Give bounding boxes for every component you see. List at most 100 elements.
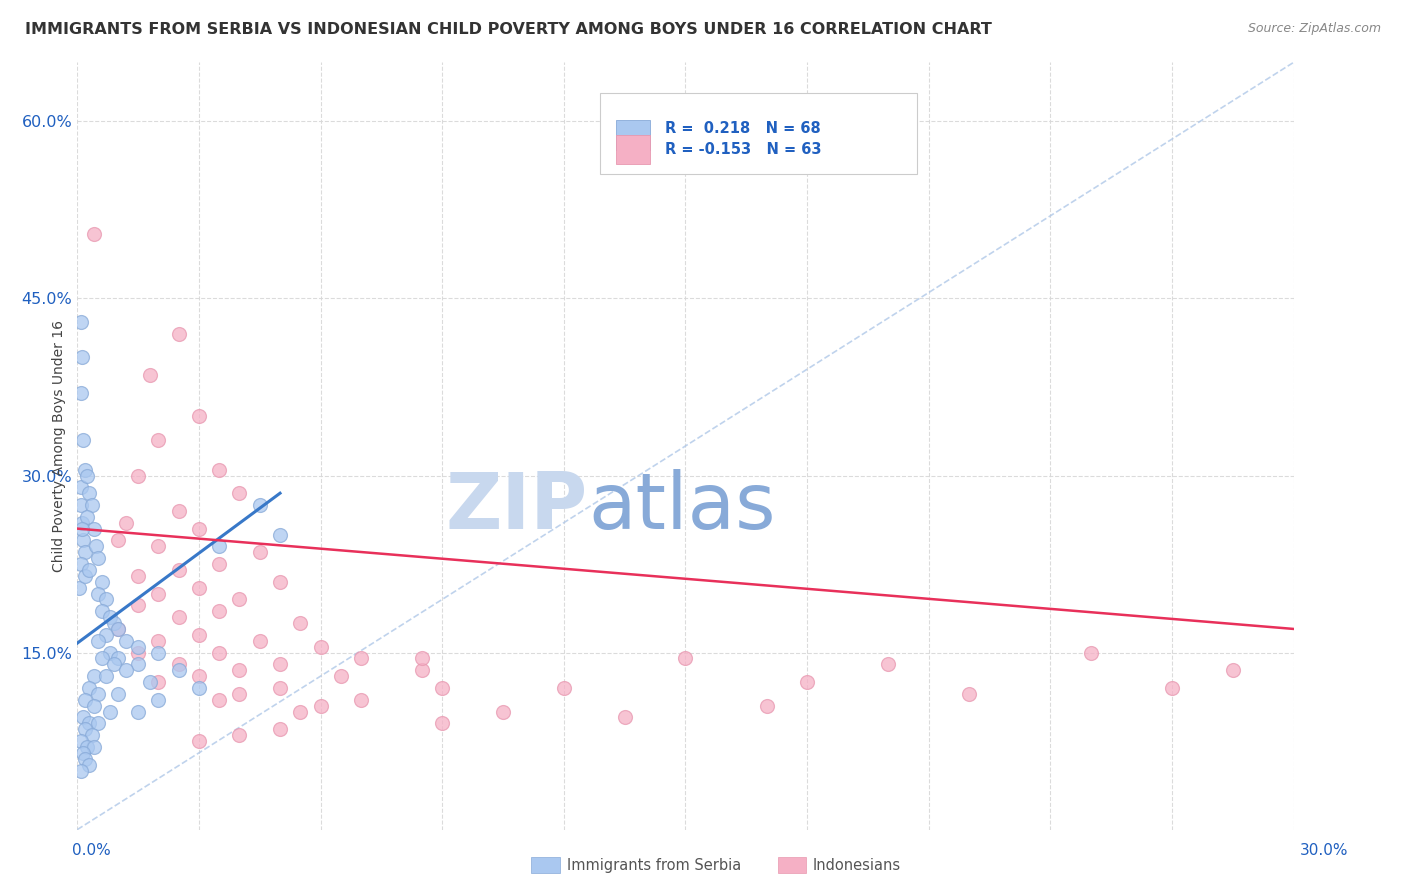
Point [208,557,231,571]
Bar [616,135,650,164]
Point [208,646,231,660]
Point [553,681,575,695]
Point [90,574,112,589]
Text: IMMIGRANTS FROM SERBIA VS INDONESIAN CHILD POVERTY AMONG BOYS UNDER 16 CORRELATI: IMMIGRANTS FROM SERBIA VS INDONESIAN CHI… [25,22,993,37]
Point [148,633,170,648]
Point [208,604,231,618]
Point [350,651,373,665]
Point [94,669,117,683]
Point [86,586,108,600]
Point [115,663,138,677]
Point [167,504,190,518]
Point [76,468,98,483]
Point [73,462,96,476]
Point [75,545,97,559]
Text: Immigrants from Serbia: Immigrants from Serbia [567,858,741,872]
Point [269,574,291,589]
Point [127,640,149,654]
Point [70,351,93,365]
Point [86,687,108,701]
Point [75,723,97,737]
Point [70,522,93,536]
Point [79,563,101,577]
Point [350,692,373,706]
Point [167,663,190,677]
Point [290,705,312,719]
Point [188,669,211,683]
Text: atlas: atlas [588,469,776,545]
Point [107,533,129,548]
Point [139,368,162,383]
Point [84,539,107,553]
Point [98,610,121,624]
Point [72,710,94,724]
Point [309,698,332,713]
Point [269,657,291,672]
Point [80,728,103,742]
Point [86,716,108,731]
Point [1161,681,1184,695]
Point [83,739,105,754]
Point [249,498,271,512]
Point [72,746,94,760]
Point [75,752,97,766]
Text: Indonesians: Indonesians [813,858,901,872]
Point [127,468,149,483]
Text: R =  0.218   N = 68: R = 0.218 N = 68 [665,121,821,136]
Point [1080,646,1102,660]
Point [86,551,108,566]
Point [69,385,91,400]
Point [83,227,105,241]
Point [188,581,211,595]
Point [94,592,117,607]
Point [269,681,291,695]
Point [208,692,231,706]
Point [69,498,91,512]
Point [228,663,250,677]
Point [290,615,312,630]
Point [228,687,250,701]
Point [127,569,149,583]
Point [675,651,697,665]
Point [188,522,211,536]
Point [67,581,90,595]
Point [1222,663,1244,677]
Point [957,687,980,701]
Point [90,604,112,618]
Text: R = -0.153   N = 63: R = -0.153 N = 63 [665,142,821,157]
Point [115,516,138,530]
Point [430,716,453,731]
Point [79,681,101,695]
Point [70,734,93,748]
Point [208,462,231,476]
Point [90,651,112,665]
Point [107,622,129,636]
Point [188,409,211,424]
Point [329,669,352,683]
Point [167,657,190,672]
Point [269,527,291,541]
Point [70,557,93,571]
Point [107,687,129,701]
Point [70,516,93,530]
Text: ZIP: ZIP [446,469,588,545]
Point [228,728,250,742]
Point [115,633,138,648]
Bar [616,120,650,150]
Point [73,569,96,583]
Point [167,563,190,577]
Point [148,692,170,706]
Point [228,486,250,500]
Point [76,509,98,524]
FancyBboxPatch shape [600,93,917,174]
Point [148,646,170,660]
Point [70,480,93,494]
Point [269,723,291,737]
Point [188,628,211,642]
Point [83,522,105,536]
Point [72,533,94,548]
Point [79,486,101,500]
Point [75,692,97,706]
Point [430,681,453,695]
Y-axis label: Child Poverty Among Boys Under 16: Child Poverty Among Boys Under 16 [52,320,66,572]
